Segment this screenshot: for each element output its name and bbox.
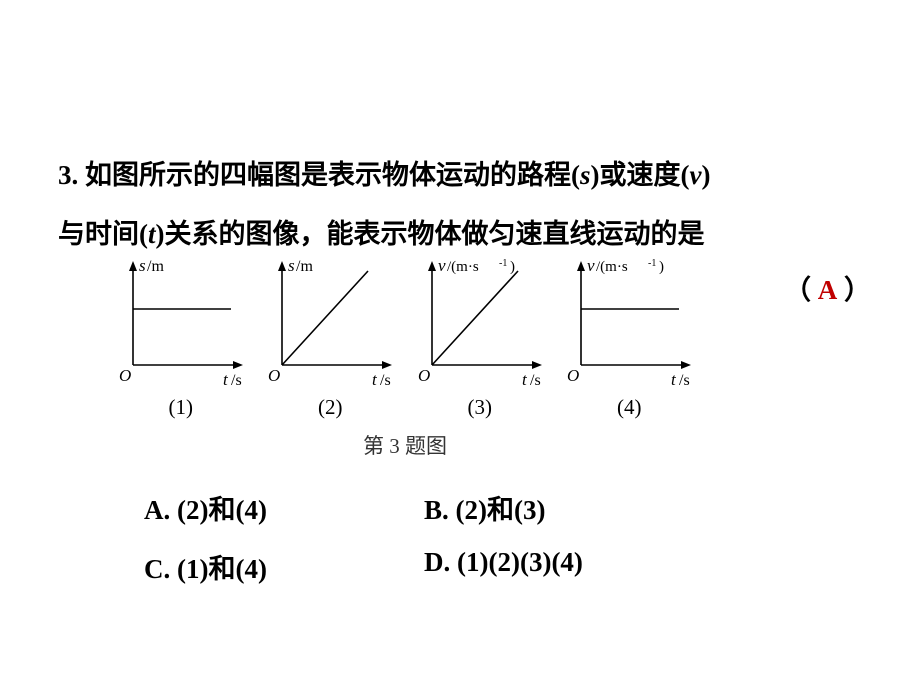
svg-text:t: t [522,370,528,389]
graph-svg: Ot/s v/(m·s -1) [555,253,703,393]
graph-number: (4) [617,395,642,420]
q-line2a: 与时间( [58,219,148,249]
svg-text:/(m·s: /(m·s [447,259,479,275]
svg-text:O: O [268,366,280,385]
svg-text:s: s [288,256,295,275]
svg-text:): ) [659,259,664,275]
q-line2b: )关系的图像，能表示物体做匀速直线运动的是 [156,219,705,249]
q-t: t [148,219,156,249]
svg-text:/s: /s [380,372,391,389]
svg-text:t: t [372,370,378,389]
svg-text:s: s [139,256,146,275]
answer-letter: A [818,275,838,305]
svg-text:-1: -1 [648,258,656,269]
graph-cell-1: Ot/s s/m (1) [106,253,256,420]
svg-text:O: O [418,366,430,385]
svg-text:O: O [119,366,131,385]
options-block: A. (2)和(4) B. (2)和(3) C. (1)和(4) D. (1)(… [144,488,583,606]
answer-paren: （ A ） [784,268,871,307]
svg-text:t: t [223,370,229,389]
svg-text:v: v [587,256,595,275]
graphs-row: Ot/ss/m(1)Ot/ss/m(2)Ot/sv/(m·s-1)(3)Ot/s… [100,249,710,420]
svg-text:/s: /s [231,372,242,389]
option-c: C. (1)和(4) [144,547,424,586]
q-line1b: )或速度( [591,160,690,190]
svg-text:t: t [671,370,677,389]
q-v: v [690,160,702,190]
svg-text:-1: -1 [499,258,507,269]
svg-text:/m: /m [147,258,164,275]
graph-cell-3: Ot/s v/(m·s -1) (3) [405,253,555,420]
svg-text:O: O [567,366,579,385]
svg-text:/s: /s [679,372,690,389]
graph-svg: Ot/s v/(m·s -1) [406,253,554,393]
graph-cell-4: Ot/s v/(m·s -1) (4) [555,253,705,420]
svg-text:/(m·s: /(m·s [596,259,628,275]
graph-number: (3) [468,395,493,420]
graph-svg: Ot/s s/m [256,253,404,393]
paren-open: （ [784,275,811,305]
svg-text:/m: /m [296,258,313,275]
graph-number: (1) [169,395,194,420]
question-text: 3. 如图所示的四幅图是表示物体运动的路程(s)或速度(v) 与时间(t)关系的… [58,146,868,265]
q-line1a: 3. 如图所示的四幅图是表示物体运动的路程( [58,160,580,190]
paren-close: ） [844,275,871,305]
option-a: A. (2)和(4) [144,488,424,527]
options-row-1: A. (2)和(4) B. (2)和(3) [144,488,583,527]
q-s: s [580,160,591,190]
graph-svg: Ot/s s/m [107,253,255,393]
graph-cell-2: Ot/s s/m (2) [256,253,406,420]
graph-number: (2) [318,395,343,420]
option-b: B. (2)和(3) [424,488,545,527]
svg-text:): ) [510,259,515,275]
figure-panel: Ot/ss/m(1)Ot/ss/m(2)Ot/sv/(m·s-1)(3)Ot/s… [100,249,710,469]
option-d: D. (1)(2)(3)(4) [424,547,583,586]
q-line1c: ) [701,160,710,190]
svg-text:v: v [438,256,446,275]
figure-caption: 第 3 题图 [100,430,710,460]
svg-text:/s: /s [530,372,541,389]
options-row-2: C. (1)和(4) D. (1)(2)(3)(4) [144,547,583,586]
